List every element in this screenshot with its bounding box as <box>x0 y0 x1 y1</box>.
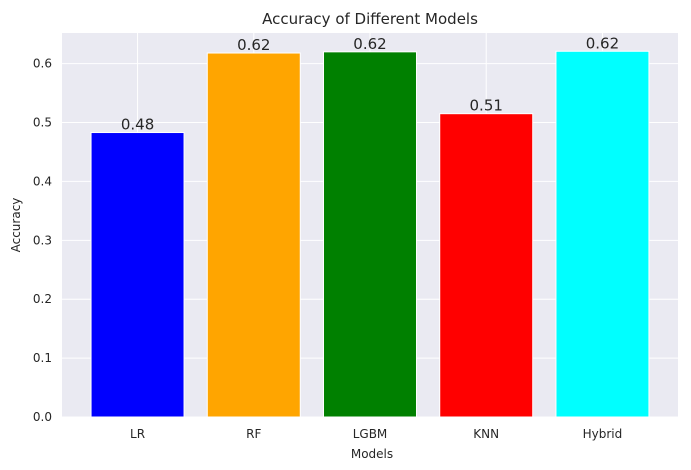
x-tick-knn: KNN <box>473 427 499 441</box>
x-tick-lgbm: LGBM <box>353 427 388 441</box>
bar-rf <box>206 52 301 418</box>
chart-title: Accuracy of Different Models <box>262 10 478 28</box>
data-label-knn: 0.51 <box>470 97 503 115</box>
data-labels: 0.48 0.62 0.62 0.51 0.62 <box>121 34 619 133</box>
x-axis-label: Models <box>351 447 393 461</box>
data-label-lr: 0.48 <box>121 116 154 134</box>
bar-lr <box>90 132 185 418</box>
x-tick-hybrid: Hybrid <box>583 427 623 441</box>
y-axis-ticks: 0.0 0.1 0.2 0.3 0.4 0.5 0.6 <box>33 57 52 424</box>
bars <box>90 50 650 418</box>
data-label-hybrid: 0.62 <box>586 34 619 52</box>
y-tick-0: 0.0 <box>33 410 52 424</box>
y-tick-3: 0.3 <box>33 233 52 247</box>
x-axis-ticks: LR RF LGBM KNN Hybrid <box>130 427 622 441</box>
data-label-rf: 0.62 <box>237 36 270 54</box>
data-label-lgbm: 0.62 <box>353 35 386 53</box>
bar-knn <box>439 113 534 418</box>
y-tick-2: 0.2 <box>33 292 52 306</box>
y-axis-label: Accuracy <box>9 198 23 253</box>
y-tick-1: 0.1 <box>33 351 52 365</box>
x-tick-rf: RF <box>246 427 261 441</box>
bar-lgbm <box>323 51 417 418</box>
y-tick-5: 0.5 <box>33 116 52 130</box>
y-tick-4: 0.4 <box>33 174 52 188</box>
y-tick-6: 0.6 <box>33 57 52 71</box>
bar-hybrid <box>555 50 650 418</box>
x-tick-lr: LR <box>130 427 145 441</box>
